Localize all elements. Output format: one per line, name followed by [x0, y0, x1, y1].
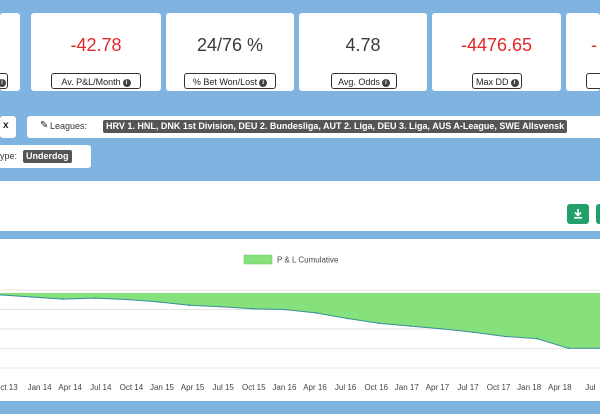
data-point — [472, 331, 475, 334]
x-tick-label: Jan 15 — [150, 383, 175, 392]
x-tick-label: Jul 17 — [457, 383, 479, 392]
data-point — [125, 298, 128, 301]
stat-label-bet-won-lost: % Bet Won/Lost i — [184, 73, 276, 89]
stat-label-avg-odds: Avg. Odds i — [331, 73, 397, 89]
stat-label-avg-pnl-month: Av. P&L/Month i — [51, 73, 141, 89]
x-tick-label: Jan 14 — [28, 383, 53, 392]
stat-card-avg-odds: 4.78 Avg. Odds i — [299, 13, 427, 91]
stat-label-text: Max DD — [476, 77, 509, 87]
chart-panel: P & L Cumulative ct 13 Jan 14 Apr 14 Jul 14… — [0, 239, 600, 401]
data-point — [251, 308, 254, 310]
stat-label-partial — [586, 73, 600, 89]
legend-swatch[interactable] — [243, 254, 273, 265]
stat-value-avg-pnl-month: -42.78 — [70, 35, 122, 55]
x-tick-label: Jul 14 — [90, 383, 112, 392]
data-point — [567, 347, 570, 350]
data-point — [62, 298, 64, 300]
data-point — [93, 297, 96, 299]
x-tick-label: Apr 16 — [303, 383, 327, 392]
leagues-label: Leagues: — [50, 121, 88, 131]
x-tick-label: Oct 14 — [120, 383, 144, 392]
stat-label-text: Av. P&L/Month — [61, 77, 121, 87]
x-tick-label: Oct 15 — [242, 383, 266, 392]
stat-value-bet-won-lost: 24/76 % — [196, 35, 264, 55]
info-circle-icon[interactable]: i — [0, 78, 6, 87]
data-point — [315, 312, 317, 314]
x-tick-label: Apr 17 — [426, 383, 450, 392]
stat-label-text: % Bet Won/Lost — [192, 77, 258, 87]
data-point — [0, 294, 1, 296]
type-label: ype: — [0, 151, 18, 161]
stat-card-max-dd: -4476.65 Max DD i — [432, 13, 561, 91]
data-point — [346, 317, 349, 320]
pencil-icon: ✎ — [40, 120, 49, 131]
data-point — [283, 308, 286, 311]
x-tick-label: Jan 17 — [395, 383, 420, 392]
data-point — [536, 337, 538, 340]
x-tick-label: Apr 15 — [181, 383, 205, 392]
data-point — [409, 325, 412, 327]
stat-label-info-fragment: i — [0, 73, 8, 89]
chart-toolbar-panel — [0, 181, 600, 231]
export-button[interactable] — [596, 204, 600, 224]
stat-label-text: Avg. Odds — [338, 77, 380, 87]
pnl-line — [0, 294, 600, 349]
data-point — [157, 301, 159, 303]
stat-value-avg-odds: 4.78 — [345, 35, 381, 55]
pnl-area — [0, 292, 600, 349]
info-circle-icon[interactable]: i — [122, 78, 131, 87]
filter-left-fragment[interactable]: x — [0, 116, 16, 138]
data-point — [30, 296, 33, 298]
x-tick-label: ct 13 — [0, 383, 18, 392]
type-filter[interactable]: ype: Underdog — [0, 145, 91, 168]
x-tick-label: Jan 18 — [517, 383, 542, 392]
x-tick-label: Jul 15 — [213, 383, 235, 392]
info-circle-icon[interactable]: i — [510, 78, 519, 87]
x-axis-ticks: ct 13 Jan 14 Apr 14 Jul 14 Oct 14 Jan 15 Apr 1… — [0, 383, 595, 392]
stat-card-pnl: i — [0, 13, 20, 91]
type-value-tag[interactable]: Underdog — [23, 150, 72, 163]
stat-label-max-dd: Max DD i — [472, 73, 522, 89]
x-tick-label: Oct 16 — [364, 383, 388, 392]
filter-left-fragment-text: x — [3, 120, 9, 131]
stat-card-bet-won-lost: 24/76 % % Bet Won/Lost i — [166, 13, 294, 91]
data-point — [441, 328, 443, 330]
data-point — [504, 335, 507, 338]
x-tick-label: Jul 16 — [335, 383, 357, 392]
x-tick-label: Apr 14 — [58, 383, 82, 392]
download-button[interactable] — [567, 204, 589, 224]
leagues-value-tag[interactable]: HRV 1. HNL, DNK 1st Division, DEU 2. Bun… — [103, 120, 568, 133]
leagues-filter[interactable]: ✎ Leagues: HRV 1. HNL, DNK 1st Division,… — [27, 116, 600, 138]
stat-value-partial: - — [591, 35, 597, 55]
download-icon — [574, 209, 582, 219]
x-tick-label: Oct 17 — [487, 383, 511, 392]
x-tick-label: Jan 16 — [272, 383, 297, 392]
data-point — [378, 322, 380, 325]
pnl-cumulative-chart: P & L Cumulative ct 13 Jan 14 Apr 14 Jul 14… — [0, 254, 600, 392]
info-circle-icon[interactable]: i — [259, 78, 268, 87]
data-point — [220, 305, 222, 308]
x-tick-label: Apr 18 — [548, 383, 572, 392]
stat-card-partial: - — [566, 13, 600, 91]
info-circle-icon[interactable]: i — [381, 78, 390, 87]
x-tick-label: Jul — [585, 383, 595, 392]
legend-label[interactable]: P & L Cumulative — [277, 256, 339, 265]
stat-card-avg-pnl-month: -42.78 Av. P&L/Month i — [31, 13, 161, 91]
stat-value-max-dd: -4476.65 — [460, 35, 533, 55]
data-point — [188, 304, 191, 307]
